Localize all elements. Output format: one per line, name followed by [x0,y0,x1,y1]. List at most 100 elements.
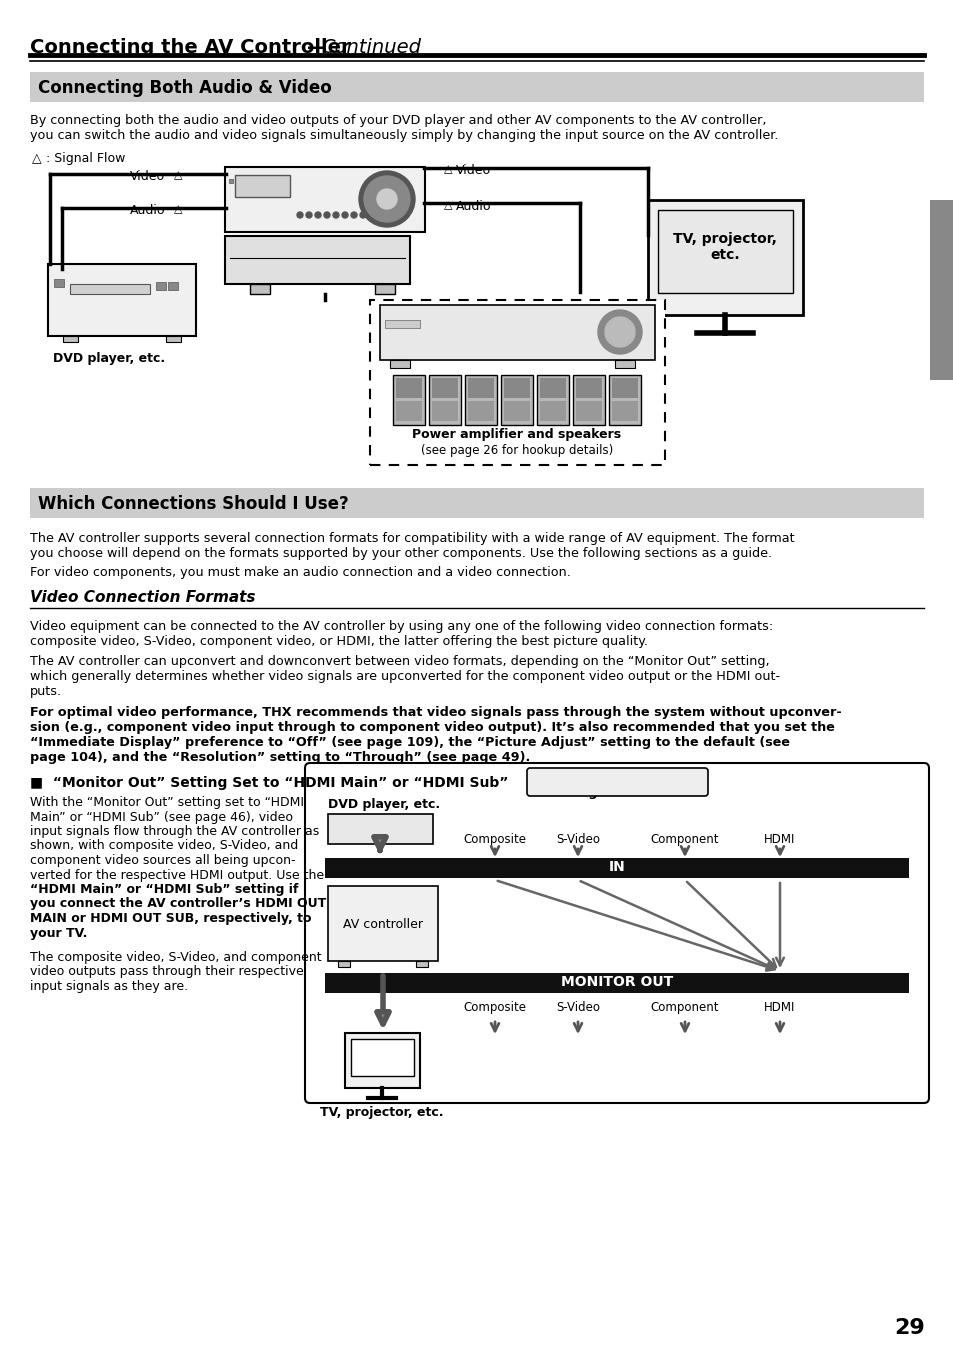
FancyBboxPatch shape [526,768,707,797]
Bar [325,973,908,993]
Text: HDMI: HDMI [763,833,795,847]
Bar [337,961,350,967]
Bar [325,857,908,878]
Circle shape [358,171,415,226]
Text: With the “Monitor Out” setting set to “HDMI: With the “Monitor Out” setting set to “H… [30,797,304,809]
Text: Component: Component [650,833,719,847]
Bar [468,400,494,421]
Text: Video Connection Formats: Video Connection Formats [30,590,255,605]
Bar [30,488,923,518]
Text: : Signal Flow: : Signal Flow [46,152,125,164]
Text: puts.: puts. [30,685,62,698]
Circle shape [359,212,366,218]
Text: Audio: Audio [456,200,491,213]
Circle shape [604,317,635,346]
Text: Video Signal Flow Chart: Video Signal Flow Chart [527,786,706,799]
Text: video outputs pass through their respective: video outputs pass through their respect… [30,965,303,979]
Text: you choose will depend on the formats supported by your other components. Use th: you choose will depend on the formats su… [30,547,771,559]
Text: —: — [307,38,326,57]
Bar [225,167,424,232]
Bar [416,961,428,967]
Text: By connecting both the audio and video outputs of your DVD player and other AV c: By connecting both the audio and video o… [30,115,765,127]
Bar [395,377,421,398]
Bar [573,375,604,425]
Bar [432,377,457,398]
Bar [54,279,64,287]
Bar [370,301,664,465]
Text: Connecting the AV Controller: Connecting the AV Controller [30,38,351,57]
Bar [225,236,410,284]
Bar [385,319,419,328]
Text: input signals as they are.: input signals as they are. [30,980,188,993]
Circle shape [333,212,338,218]
Bar [168,282,178,290]
Text: △: △ [443,164,452,174]
Bar [393,375,424,425]
Text: you connect the AV controller’s HDMI OUT: you connect the AV controller’s HDMI OUT [30,898,326,910]
Bar [345,1033,419,1088]
Bar [229,179,233,183]
Bar [429,375,460,425]
Text: shown, with composite video, S-Video, and: shown, with composite video, S-Video, an… [30,840,298,852]
Bar [612,377,638,398]
Text: Audio: Audio [130,204,165,217]
Circle shape [351,212,356,218]
Text: Connecting Both Audio & Video: Connecting Both Audio & Video [38,80,332,97]
Text: For optimal video performance, THX recommends that video signals pass through th: For optimal video performance, THX recom… [30,706,841,718]
Bar [328,814,433,844]
Text: △: △ [32,152,42,164]
Text: IN: IN [608,860,625,874]
Text: △: △ [443,200,452,210]
Text: Composite: Composite [463,833,526,847]
Bar [464,375,497,425]
Bar [608,375,640,425]
Text: Component: Component [650,1002,719,1014]
Bar [612,400,638,421]
Bar [156,282,166,290]
Text: (see page 26 for hookup details): (see page 26 for hookup details) [420,443,613,457]
Bar [432,400,457,421]
Bar [576,377,601,398]
Text: sion (e.g., component video input through to component video output). It’s also : sion (e.g., component video input throug… [30,721,834,735]
Text: component video sources all being upcon-: component video sources all being upcon- [30,855,295,867]
Circle shape [314,212,320,218]
Bar [166,336,181,342]
Text: composite video, S-Video, component video, or HDMI, the latter offering the best: composite video, S-Video, component vide… [30,635,647,648]
Circle shape [341,212,348,218]
Bar [234,175,290,197]
Text: Which Connections Should I Use?: Which Connections Should I Use? [38,495,349,514]
Circle shape [376,189,396,209]
Bar [250,284,270,294]
Text: verted for the respective HDMI output. Use the: verted for the respective HDMI output. U… [30,868,324,882]
Text: The AV controller supports several connection formats for compatibility with a w: The AV controller supports several conne… [30,532,794,545]
Text: 29: 29 [894,1318,924,1339]
Text: The composite video, S-Video, and component: The composite video, S-Video, and compon… [30,950,321,964]
Bar [30,71,923,102]
Bar [390,360,410,368]
Text: Continued: Continued [320,38,420,57]
Text: your TV.: your TV. [30,926,88,940]
Text: input signals flow through the AV controller as: input signals flow through the AV contro… [30,825,319,838]
Bar [70,284,150,294]
Bar [929,200,953,380]
Bar [379,305,655,360]
Bar [468,377,494,398]
Text: DVD player, etc.: DVD player, etc. [328,798,439,811]
Text: HDMI: HDMI [763,1002,795,1014]
Text: Main” or “HDMI Sub” (see page 46), video: Main” or “HDMI Sub” (see page 46), video [30,810,293,824]
Text: you can switch the audio and video signals simultaneously simply by changing the: you can switch the audio and video signa… [30,129,778,142]
Text: MAIN or HDMI OUT SUB, respectively, to: MAIN or HDMI OUT SUB, respectively, to [30,913,312,925]
Circle shape [296,212,303,218]
Circle shape [377,212,384,218]
Text: Video equipment can be connected to the AV controller by using any one of the fo: Video equipment can be connected to the … [30,620,773,634]
Bar [503,400,530,421]
Text: Power amplifier and speakers: Power amplifier and speakers [412,429,621,441]
Text: For video components, you must make an audio connection and a video connection.: For video components, you must make an a… [30,566,570,580]
Text: ■  “Monitor Out” Setting Set to “HDMI Main” or “HDMI Sub”: ■ “Monitor Out” Setting Set to “HDMI Mai… [30,776,508,790]
Bar [537,375,568,425]
Bar [539,377,565,398]
Text: S-Video: S-Video [556,1002,599,1014]
Circle shape [387,212,393,218]
Bar [48,264,195,336]
Circle shape [598,310,641,355]
